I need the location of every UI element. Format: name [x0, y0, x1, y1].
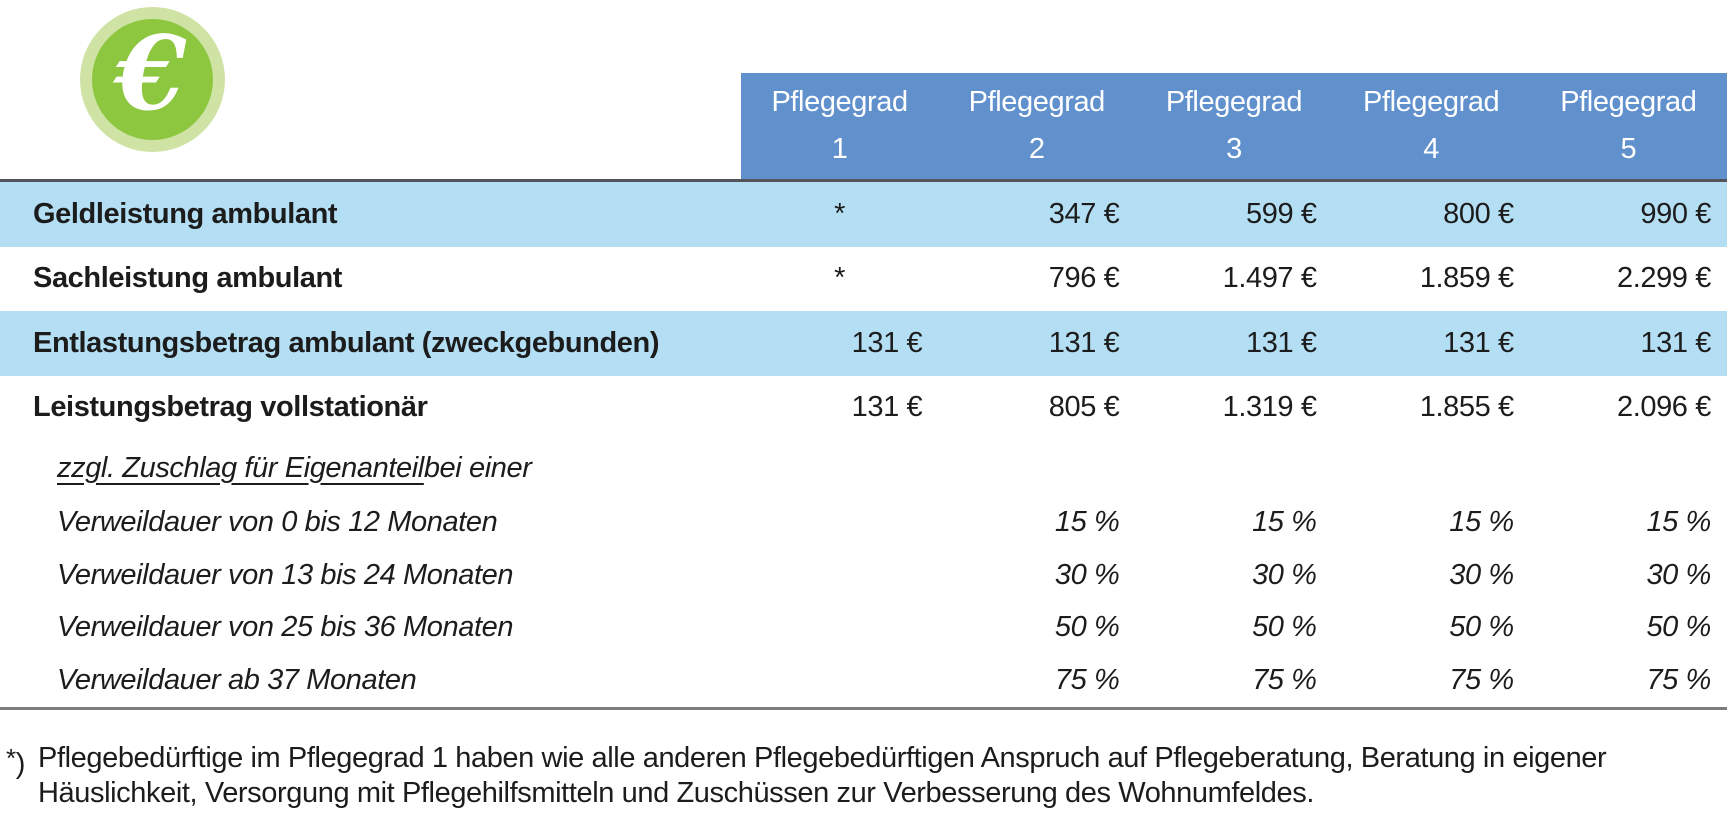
table-row: Leistungsbetrag vollstationär 131 € 805 € 1… [0, 376, 1727, 441]
table-row: Verweildauer von 0 bis 12 Monaten 15 % 15 … [0, 496, 1727, 549]
footnote-marker: *) [6, 743, 25, 780]
cell-pflegegrad-3: 50 % [1252, 611, 1317, 644]
table-row: Verweildauer von 13 bis 24 Monaten 30 % 30… [0, 549, 1727, 602]
row-label: Verweildauer von 13 bis 24 Monaten [57, 558, 514, 591]
cell-pflegegrad-2: 30 % [1054, 558, 1120, 591]
cell-pflegegrad-4: 1.855 € [1419, 391, 1514, 424]
table-row: Verweildauer von 25 bis 36 Monaten 50 % 50… [0, 602, 1727, 655]
cell-pflegegrad-4: 75 % [1449, 664, 1514, 697]
header-cell-pflegegrad-3: Pflegegrad 3 [1135, 73, 1333, 179]
cell-pflegegrad-1 [741, 440, 938, 496]
cell-pflegegrad-4 [1333, 440, 1530, 496]
cell-pflegegrad-1 [741, 654, 938, 707]
cell-pflegegrad-2: 75 % [1054, 664, 1120, 697]
header-corner-cell [0, 73, 741, 179]
cell-pflegegrad-2: 796 € [1048, 262, 1120, 295]
cell-pflegegrad-5 [1530, 440, 1727, 496]
cell-pflegegrad-2: 805 € [1048, 391, 1120, 424]
benefits-table: Pflegegrad 1 Pflegegrad 2 Pflegegrad 3 Pflegeg… [0, 73, 1727, 710]
table-row: Verweildauer ab 37 Monaten 75 % 75 % 75 % 75… [0, 654, 1727, 707]
cell-pflegegrad-3: 15 % [1252, 505, 1317, 538]
footnote-line: Häuslichkeit, Versorgung mit Pflegehilfs… [38, 777, 1315, 809]
cell-pflegegrad-2: 15 % [1054, 505, 1120, 538]
table-body: Geldleistung ambulant * 347 €599 €800 €990… [0, 182, 1727, 707]
cell-pflegegrad-1: 131 € [851, 391, 923, 424]
cell-pflegegrad-4: 1.859 € [1419, 262, 1514, 295]
row-label: Geldleistung ambulant [0, 182, 741, 247]
table-row: zzgl. Zuschlag für Eigenanteil bei einer [0, 440, 1727, 496]
table-header-row: Pflegegrad 1 Pflegegrad 2 Pflegegrad 3 Pflegeg… [0, 73, 1727, 179]
cell-pflegegrad-3: 131 € [1135, 311, 1333, 376]
cell-pflegegrad-4: 30 % [1449, 558, 1514, 591]
cell-pflegegrad-5: 2.299 € [1616, 262, 1711, 295]
header-cell-pflegegrad-5: Pflegegrad 5 [1529, 73, 1727, 179]
table-row: Geldleistung ambulant * 347 €599 €800 €990… [0, 182, 1727, 247]
row-label: Verweildauer von 0 bis 12 Monaten [57, 505, 498, 538]
cell-pflegegrad-1: * [741, 182, 939, 247]
header-cell-pflegegrad-2: Pflegegrad 2 [938, 73, 1136, 179]
header-separator-line [0, 179, 1727, 182]
table-row: Entlastungsbetrag ambulant (zweckgebunde… [0, 311, 1727, 376]
cell-pflegegrad-5: 2.096 € [1616, 391, 1711, 424]
cell-pflegegrad-4: 50 % [1449, 611, 1514, 644]
bottom-separator-line [0, 707, 1727, 710]
cell-pflegegrad-5: 30 % [1646, 558, 1711, 591]
euro-icon: € [92, 19, 213, 140]
row-label: Leistungsbetrag vollstationär [33, 391, 428, 424]
cell-pflegegrad-1 [741, 549, 938, 602]
cell-pflegegrad-5: 50 % [1646, 611, 1711, 644]
header-cell-pflegegrad-4: Pflegegrad 4 [1332, 73, 1530, 179]
cell-pflegegrad-4: 15 % [1449, 505, 1514, 538]
cell-pflegegrad-2: 347 € [938, 182, 1136, 247]
cell-pflegegrad-3: 30 % [1252, 558, 1317, 591]
cell-pflegegrad-3: 75 % [1252, 664, 1317, 697]
cell-pflegegrad-5: 990 € [1529, 182, 1727, 247]
cell-pflegegrad-3: 1.319 € [1222, 391, 1317, 424]
row-label: Entlastungsbetrag ambulant (zweckgebunde… [0, 311, 741, 376]
cell-pflegegrad-5: 131 € [1529, 311, 1727, 376]
cell-pflegegrad-2: 50 % [1054, 611, 1120, 644]
row-label: Verweildauer von 25 bis 36 Monaten [57, 611, 514, 644]
header-cell-pflegegrad-1: Pflegegrad 1 [741, 73, 939, 179]
row-label: Verweildauer ab 37 Monaten [57, 664, 417, 697]
cell-pflegegrad-5: 75 % [1646, 664, 1711, 697]
cell-pflegegrad-4: 800 € [1332, 182, 1530, 247]
euro-symbol: € [115, 13, 186, 134]
cell-pflegegrad-1 [741, 602, 938, 655]
cell-pflegegrad-1: 131 € [741, 311, 939, 376]
cell-pflegegrad-2: 131 € [938, 311, 1136, 376]
row-label: zzgl. Zuschlag für Eigenanteil bei einer [57, 451, 532, 484]
cell-pflegegrad-1 [741, 496, 938, 549]
table-row: Sachleistung ambulant * 796 € 1.497 € 1.859 … [0, 247, 1727, 312]
cell-pflegegrad-3 [1135, 440, 1332, 496]
euro-badge: € [80, 7, 225, 152]
footnote: *) Pflegebedürftige im Pflegegrad 1 habe… [0, 741, 1620, 811]
cell-pflegegrad-4: 131 € [1332, 311, 1530, 376]
cell-pflegegrad-3: 599 € [1135, 182, 1333, 247]
cell-pflegegrad-5: 15 % [1646, 505, 1711, 538]
cell-pflegegrad-2 [938, 440, 1135, 496]
cell-pflegegrad-1: * [834, 262, 846, 295]
cell-pflegegrad-3: 1.497 € [1222, 262, 1317, 295]
footnote-line: Pflegebedürftige im Pflegegrad 1 haben w… [38, 742, 1607, 774]
row-label: Sachleistung ambulant [33, 262, 343, 295]
